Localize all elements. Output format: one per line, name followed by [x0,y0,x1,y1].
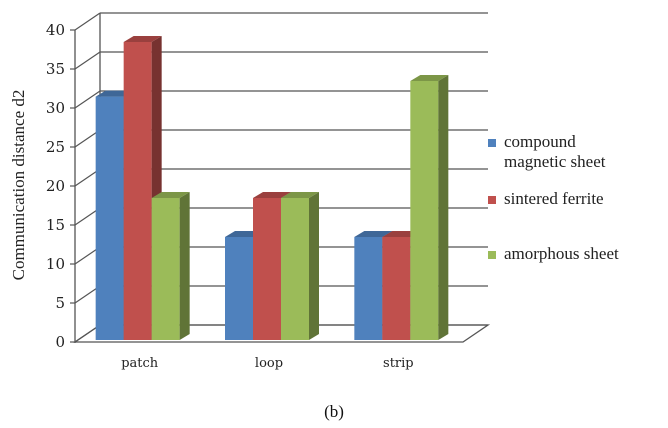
y-tick-label-25: 25 [46,138,65,156]
y-tick-label-0: 0 [55,333,65,351]
legend-swatch-sintered-ferrite [488,196,496,204]
y-tick-label-30: 30 [46,99,65,117]
x-tick-label-loop: loop [255,356,283,371]
bar-side [438,75,449,340]
x-tick-label-strip: strip [383,356,414,371]
bar-front [95,96,124,340]
bar-top [253,192,291,198]
legend-item-amorphous-sheet: amorphous sheet [488,244,664,264]
bar-loop-amorphous-sheet [281,192,319,340]
y-axis-title: Communication distance d2 [9,90,28,281]
bar-side [179,192,190,340]
legend-swatch-amorphous-sheet [488,251,496,259]
legend-label-amorphous-sheet: amorphous sheet [504,244,619,263]
figure-caption: (b) [324,402,344,421]
y-tick-label-35: 35 [46,60,65,78]
y-tick-label-15: 15 [46,216,65,234]
bar-front [410,81,439,340]
bar-front [151,198,180,340]
bar-front [382,237,411,340]
bar-front [253,198,281,340]
bar-side [309,192,319,340]
legend-label-sintered-ferrite: sintered ferrite [504,189,604,208]
legend-label-compound-magnetic-sheet: compound magnetic sheet [504,132,606,171]
bar-strip-amorphous-sheet [410,75,449,340]
bar-front [281,198,309,340]
category-labels: patch loop strip [121,356,413,371]
bar-front [354,237,383,340]
bar-front [123,42,152,340]
y-tick-labels: 0 5 10 15 20 25 30 35 40 [46,21,65,351]
gridline-diagonal-40 [74,12,101,31]
bar-top [410,75,449,81]
bar-front [225,237,253,340]
gridline-diagonal-35 [74,51,101,70]
bars [95,36,449,340]
bar-top [354,231,393,237]
y-tick-label-10: 10 [46,255,65,273]
legend-swatch-compound-magnetic-sheet [488,139,496,147]
bar-top [281,192,319,198]
gridline-diagonal-30 [74,90,101,109]
legend-item-sintered-ferrite: sintered ferrite [488,189,664,209]
bar-top [151,192,190,198]
legend-item-compound-magnetic-sheet: compound magnetic sheet [488,132,624,172]
y-tick-label-20: 20 [46,177,65,195]
bar-patch-amorphous-sheet [151,192,190,340]
y-tick-label-40: 40 [46,21,65,39]
y-tick-label-5: 5 [55,294,65,312]
x-tick-label-patch: patch [121,356,159,371]
bar-top [123,36,162,42]
